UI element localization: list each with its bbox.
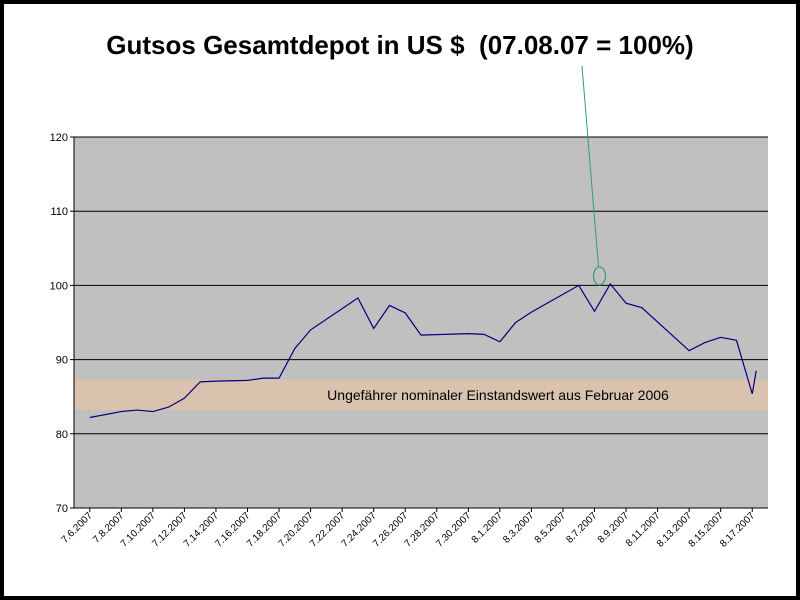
chart-title: Gutsos Gesamtdepot in US $ (07.08.07 = 1… (106, 30, 694, 60)
series-line (89, 282, 757, 419)
chart-svg: Ungefährer nominaler Einstandswert aus F… (50, 65, 768, 550)
axes (70, 136, 768, 512)
x-tick-label-15: 8.5.2007 (533, 510, 569, 546)
reference-band-rect (74, 379, 768, 411)
y-tick-label-80: 80 (56, 429, 68, 441)
x-tick-label-16: 8.7.2007 (564, 510, 600, 546)
x-tick-label-12: 7.30.2007 (434, 510, 474, 550)
reference-band: Ungefährer nominaler Einstandswert aus F… (74, 379, 768, 411)
y-tick-label-110: 110 (50, 206, 68, 218)
y-tick-labels: 70 80 90 100 110 120 (50, 132, 68, 515)
y-tick-label-120: 120 (50, 132, 68, 144)
x-tick-label-14: 8.3.2007 (501, 510, 537, 546)
highlight-pointer-line (581, 65, 599, 267)
y-tick-label-90: 90 (56, 355, 68, 367)
y-tick-label-100: 100 (50, 280, 68, 292)
highlight-ellipse (592, 266, 607, 286)
x-tick-labels: 7.6.20077.8.20077.10.20077.12.20077.14.2… (60, 510, 758, 550)
y-tick-label-70: 70 (56, 503, 68, 515)
reference-band-label: Ungefährer nominaler Einstandswert aus F… (327, 387, 669, 403)
series-layer (89, 282, 757, 419)
gridlines (74, 136, 768, 435)
x-tick-label-0: 7.6.2007 (60, 510, 96, 546)
highlight-annotation (581, 65, 607, 286)
x-tick-label-13: 8.1.2007 (470, 510, 506, 546)
x-tick-label-21: 8.17.2007 (718, 510, 758, 550)
plot-area (74, 137, 768, 508)
chart-frame: Gutsos Gesamtdepot in US $ (07.08.07 = 1… (4, 4, 796, 596)
